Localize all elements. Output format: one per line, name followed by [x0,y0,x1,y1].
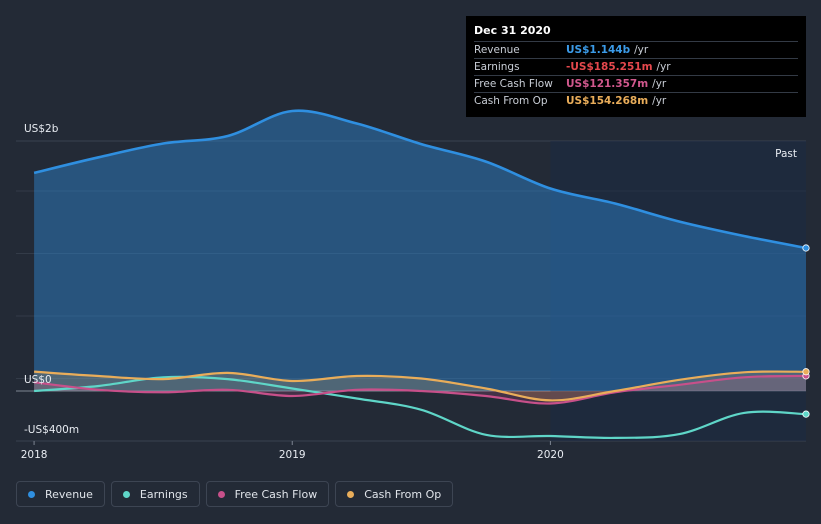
series-endpoint-revenue [802,244,810,252]
tooltip-label: Revenue [474,44,520,56]
legend-label: Earnings [139,487,188,501]
tooltip-unit: /yr [634,44,649,56]
tooltip-label: Cash From Op [474,95,548,107]
legend-item-cash-from-op[interactable]: Cash From Op [335,481,454,507]
series-line-free-cash-flow [33,374,807,405]
tooltip-unit: /yr [656,61,671,73]
legend-dot-icon [347,490,355,498]
legend-dot-icon [217,490,225,498]
y-axis-label-zero: US$0 [24,374,52,386]
tooltip-row-cash-from-op: Cash From Op US$154.268m /yr [474,92,798,109]
legend-label: Revenue [45,487,93,501]
x-axis-ticks: 2018 2019 2020 [21,441,564,461]
legend-dot-icon [28,490,35,498]
legend-label: Cash From Op [364,487,442,501]
x-tick-label: 2020 [537,449,564,461]
y-axis-label-bottom: -US$400m [24,424,79,436]
tooltip-value: US$154.268m [566,95,649,107]
legend-item-free-cash-flow[interactable]: Free Cash Flow [205,481,330,507]
series-line-cash-from-op [34,370,807,402]
tooltip-row-free-cash-flow: Free Cash Flow US$121.357m /yr [474,75,798,92]
series-lines [33,109,807,440]
tooltip-value: US$121.357m [566,78,649,90]
tooltip-unit: /yr [652,95,667,107]
legend-item-revenue[interactable]: Revenue [16,481,105,507]
legend-dot-icon [122,490,130,498]
y-axis-label-top: US$2b [24,123,59,135]
chart-legend: Revenue Earnings Free Cash Flow Cash Fro… [16,481,454,507]
series-endpoint-cash-from-op [802,368,810,376]
data-tooltip: Dec 31 2020 Revenue US$1.144b /yr Earnin… [466,16,806,117]
legend-item-earnings[interactable]: Earnings [110,481,200,507]
legend-label: Free Cash Flow [234,487,318,501]
tooltip-row-earnings: Earnings -US$185.251m /yr [474,58,798,75]
series-line-revenue [33,109,807,250]
past-label: Past [775,148,797,160]
x-tick-label: 2018 [21,449,48,461]
series-fill-revenue [34,110,806,391]
x-tick-label: 2019 [279,449,306,461]
tooltip-date: Dec 31 2020 [474,24,551,37]
tooltip-value: -US$185.251m [566,61,653,73]
tooltip-row-revenue: Revenue US$1.144b /yr [474,41,798,58]
series-endpoint-earnings [802,410,810,418]
tooltip-unit: /yr [652,78,667,90]
tooltip-label: Free Cash Flow [474,78,553,90]
series-line-earnings [34,375,807,440]
series-endpoints [802,244,810,418]
past-region [550,141,806,441]
tooltip-label: Earnings [474,61,520,73]
tooltip-value: US$1.144b [566,44,631,56]
